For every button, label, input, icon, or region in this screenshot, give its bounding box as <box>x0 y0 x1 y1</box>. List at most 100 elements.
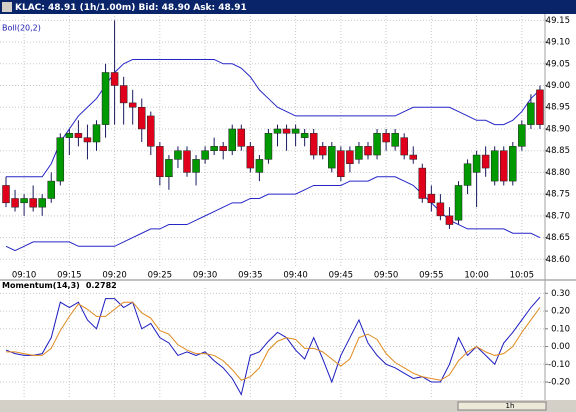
candle-body <box>319 146 327 156</box>
candle-body <box>11 198 19 208</box>
y-tick-label: 49.00 <box>546 81 570 91</box>
y-tick-label: 48.70 <box>546 211 570 221</box>
candle-body <box>373 133 381 156</box>
candle-body <box>255 159 264 173</box>
candle-body <box>192 159 200 173</box>
candle-body <box>346 150 354 164</box>
candle-body <box>156 146 164 178</box>
candle-body <box>92 124 101 143</box>
x-tick-label: 10:00 <box>464 271 489 281</box>
candle-body <box>400 137 408 156</box>
window-title: KLAC: 48.91 (1h/1.00m) Bid: 48.90 Ask: 4… <box>15 3 247 13</box>
y-tick-label: 49.15 <box>546 16 570 26</box>
x-tick-label: 09:20 <box>102 271 127 281</box>
candle-body <box>65 133 74 138</box>
candle-body <box>210 146 218 151</box>
momentum-line <box>6 301 541 381</box>
candle-body <box>518 124 526 147</box>
y-tick-label: 48.75 <box>546 190 570 200</box>
y-tick-label: 48.80 <box>546 168 570 178</box>
candle-body <box>29 198 37 208</box>
y-tick-label: 48.85 <box>546 146 570 156</box>
candle-body <box>445 215 454 225</box>
scroll-thumb[interactable] <box>457 401 547 411</box>
candle-body <box>273 128 282 134</box>
candle-body <box>174 150 182 160</box>
scrollbar-label: 1h <box>506 402 515 410</box>
y-tick-label: 48.90 <box>546 124 570 134</box>
indicator-name: Momentum(14,3) <box>2 281 80 290</box>
indicator-value: 0.2782 <box>86 281 117 290</box>
candle-body <box>282 128 291 134</box>
candle-body <box>110 72 119 86</box>
candle-body <box>409 154 417 160</box>
candle-body <box>328 146 336 169</box>
candle-body <box>291 128 300 134</box>
candle-body <box>246 146 255 169</box>
candle-body <box>228 128 236 151</box>
x-tick-label: 09:15 <box>57 271 82 281</box>
candle-body <box>309 133 318 156</box>
y-tick-label: 0.20 <box>551 307 570 317</box>
candle-body <box>490 150 499 182</box>
candle-body <box>20 198 28 204</box>
indicator-label: Boll(20,2) <box>2 24 41 33</box>
candle-body <box>183 150 191 173</box>
candle-body <box>337 150 345 178</box>
candle-body <box>463 163 472 186</box>
y-tick-label: 48.60 <box>546 255 570 265</box>
x-tick-label: 09:25 <box>148 271 173 281</box>
candle-body <box>128 102 137 108</box>
candle-body <box>500 150 508 182</box>
candle-body <box>527 102 535 125</box>
x-tick-label: 09:30 <box>193 271 218 281</box>
candle-body <box>119 85 128 104</box>
candle-body <box>38 198 46 208</box>
candle-body <box>264 133 273 160</box>
y-tick-label: 49.10 <box>546 38 570 48</box>
candle-body <box>509 146 517 182</box>
candle-body <box>74 133 83 138</box>
candle-body <box>436 202 445 217</box>
candle-body <box>472 154 481 173</box>
candle-body <box>300 133 309 138</box>
x-tick-label: 10:05 <box>510 271 535 281</box>
app-icon <box>2 2 12 12</box>
candle-body <box>2 185 10 204</box>
x-tick-label: 09:35 <box>238 271 263 281</box>
y-tick-label: 0.30 <box>551 289 570 299</box>
x-tick-label: 09:45 <box>329 271 354 281</box>
candle-body <box>219 146 227 151</box>
x-tick-label: 09:55 <box>419 271 444 281</box>
x-tick-label: 09:50 <box>374 271 399 281</box>
y-tick-label: 48.65 <box>546 233 570 243</box>
y-tick-label: 0.10 <box>551 324 570 334</box>
y-tick-label: -0.10 <box>548 360 570 370</box>
candle-body <box>382 133 390 143</box>
candle-body <box>237 128 246 147</box>
indicator-label: Momentum(14,3) 0.2782 <box>2 281 117 290</box>
candle-body <box>355 146 363 160</box>
candle-body <box>364 146 372 156</box>
candle-body <box>165 159 173 178</box>
candle-body <box>138 106 146 130</box>
candle-body <box>391 133 399 147</box>
candle-body <box>481 154 490 169</box>
candle-body <box>56 137 65 182</box>
candle-body <box>427 193 436 204</box>
scrollbar[interactable] <box>0 400 576 412</box>
candle-body <box>101 72 110 125</box>
title-bar <box>0 0 576 14</box>
momentum-line <box>5 296 541 396</box>
y-tick-label: -0.20 <box>548 378 570 388</box>
candle-body <box>418 167 427 199</box>
y-tick-label: 0.00 <box>551 342 570 352</box>
bollinger-upper <box>6 58 541 178</box>
candle-body <box>536 89 544 125</box>
x-tick-label: 09:40 <box>283 271 308 281</box>
candle-body <box>83 137 92 143</box>
y-tick-label: 49.05 <box>546 59 570 69</box>
